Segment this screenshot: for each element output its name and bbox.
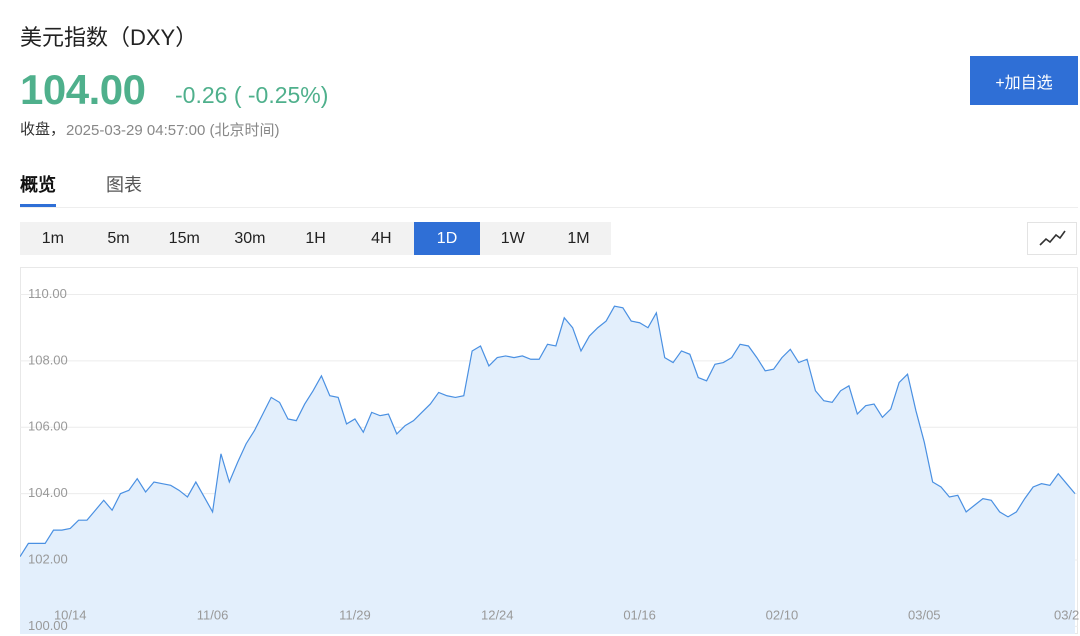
line-chart-icon <box>1039 230 1066 246</box>
timeframe-button[interactable]: 1D <box>414 222 480 255</box>
timestamp: 2025-03-29 04:57:00 (北京时间) <box>66 122 280 139</box>
x-tick-label: 01/16 <box>623 607 656 622</box>
x-tick-label: 11/29 <box>339 607 371 622</box>
y-tick-label: 102.00 <box>28 551 68 566</box>
timeframe-button[interactable]: 1m <box>41 229 64 247</box>
timeframe-button[interactable]: 1H <box>305 229 326 247</box>
tab-divider <box>20 207 1078 208</box>
timeframe-button[interactable]: 1M <box>567 229 590 247</box>
y-tick-label: 110.00 <box>28 286 67 301</box>
timeframe-button[interactable]: 15m <box>168 229 200 247</box>
plot-area <box>20 294 1078 634</box>
tab[interactable]: 图表 <box>106 175 142 195</box>
x-tick-label: 03/05 <box>908 607 941 622</box>
timeframe-button[interactable]: 4H <box>371 229 392 247</box>
tab[interactable]: 概览 <box>20 171 56 207</box>
price-line <box>20 305 1076 558</box>
y-tick-label: 108.00 <box>28 352 68 367</box>
price: 104.00 <box>20 66 146 113</box>
timeframe-button[interactable]: 1W <box>500 229 525 247</box>
y-tick-label: 104.00 <box>28 485 68 500</box>
x-tick-label: 11/06 <box>197 607 229 622</box>
title: 美元指数（DXY） <box>20 25 198 50</box>
market-status: 收盘， <box>20 121 66 138</box>
price-change: -0.26 ( -0.25%) <box>175 82 329 108</box>
y-tick-label: 106.00 <box>28 419 68 434</box>
watchlist-button[interactable]: +加自选 <box>970 56 1078 105</box>
x-tick-label: 12/24 <box>481 607 514 622</box>
x-tick-label: 10/14 <box>54 607 87 622</box>
y-tick-label: 100.00 <box>28 618 68 633</box>
area-fill <box>20 306 1075 634</box>
timeframe-button[interactable]: 5m <box>107 229 130 247</box>
timeframe-button[interactable]: 30m <box>234 229 266 247</box>
timeframe-bar <box>20 222 611 255</box>
x-tick-label: 02/10 <box>766 607 799 622</box>
x-tick-label: 03/2 <box>1054 607 1079 622</box>
chart-style-button[interactable] <box>1027 222 1077 255</box>
